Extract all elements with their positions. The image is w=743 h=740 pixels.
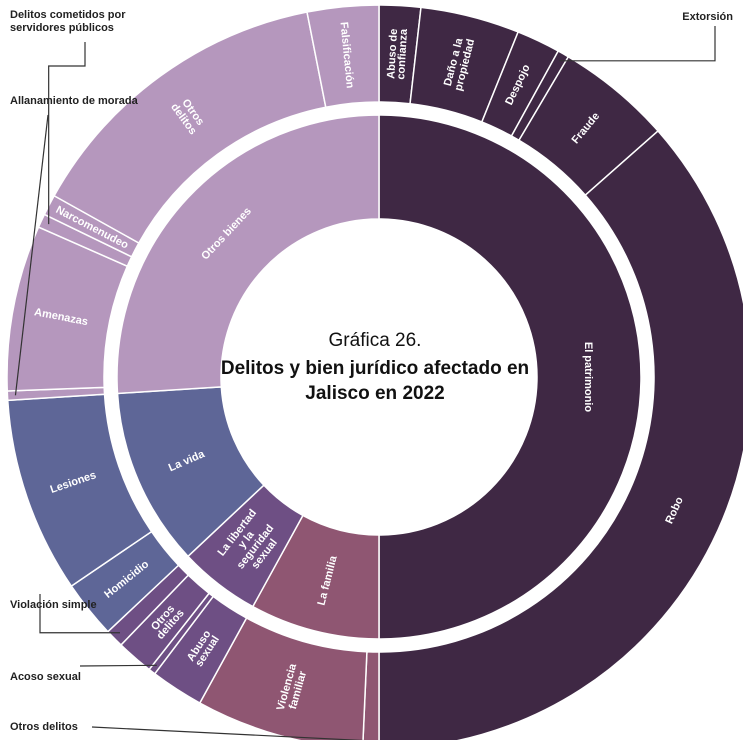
label-abuso-de-confianza: Abuso deconfianza <box>385 27 410 80</box>
inner-ring <box>116 114 642 640</box>
ext-label-extorsion: Extorsión <box>682 11 733 23</box>
ext-label-delitos-cometidos-por-servidores-publicos: Delitos cometidos por servidores públicos <box>10 9 126 34</box>
ext-label-acoso-sexual: Acoso sexual <box>10 671 81 683</box>
outer-segment-falsificacion <box>306 4 380 109</box>
leader-allanamiento-de-morada <box>14 114 49 396</box>
leader-extorsion <box>559 26 716 62</box>
leader-otros-delitos <box>91 726 365 740</box>
chart-subtitle: Delitos y bien jurídico afectado en Jali… <box>220 358 530 404</box>
leader-delitos-cometidos-por-servidores-publicos <box>48 42 86 225</box>
inner-segment-otros-bienes <box>116 114 380 395</box>
chart-title-block: Gráfica 26. Delitos y bien jurídico afec… <box>200 330 550 406</box>
chart-title: Gráfica 26. <box>328 330 422 351</box>
outer-segment-robo <box>378 129 743 740</box>
label-el-patrimonio: El patrimonio <box>582 342 594 413</box>
leader-violacion-simple <box>39 594 121 634</box>
ext-label-otros-delitos: Otros delitos <box>10 721 78 733</box>
outer-ring <box>6 4 743 740</box>
leader-lines <box>14 26 716 740</box>
ext-label-allanamiento-de-morada: Allanamiento de morada <box>10 95 139 107</box>
leader-acoso-sexual <box>79 664 157 667</box>
inner-segment-el-patrimonio <box>378 114 642 640</box>
ext-label-violacion-simple: Violación simple <box>10 599 97 611</box>
